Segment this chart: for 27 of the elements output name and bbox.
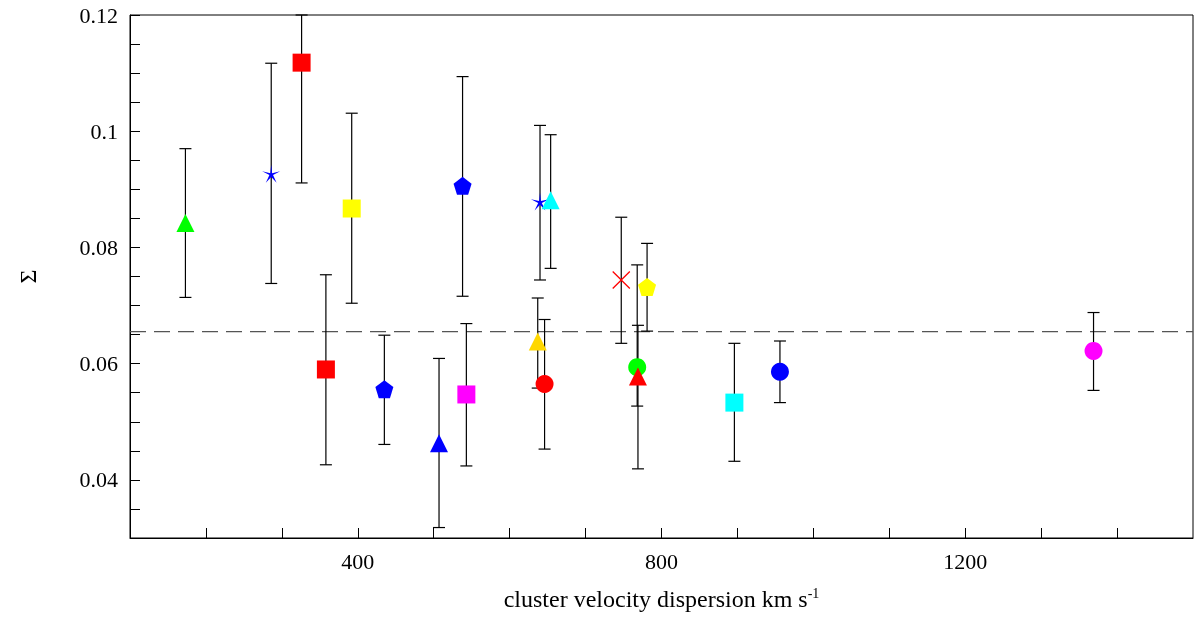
point — [725, 393, 744, 412]
point — [612, 270, 631, 289]
y-tick-label: 0.1 — [90, 118, 118, 144]
point — [262, 164, 281, 183]
y-tick-label: 0.04 — [79, 467, 118, 493]
point — [1084, 341, 1103, 360]
point — [430, 434, 449, 453]
y-tick-label: 0.06 — [79, 351, 118, 377]
y-tick-label: 0.12 — [79, 2, 118, 28]
point — [342, 199, 361, 218]
x-tick-label: 400 — [341, 548, 375, 574]
y-tick-label: 0.08 — [79, 234, 118, 260]
x-tick-label: 800 — [645, 548, 678, 574]
point — [453, 176, 472, 195]
point — [292, 53, 311, 72]
y-axis-title: Σ — [15, 269, 41, 284]
x-tick-label: 1200 — [943, 548, 988, 574]
point — [375, 380, 394, 399]
point — [176, 214, 195, 233]
point — [316, 360, 335, 379]
point — [457, 385, 476, 404]
point — [528, 332, 547, 351]
point — [638, 277, 657, 296]
point — [770, 362, 789, 381]
point — [535, 375, 554, 393]
point — [541, 191, 560, 210]
point — [628, 367, 647, 386]
